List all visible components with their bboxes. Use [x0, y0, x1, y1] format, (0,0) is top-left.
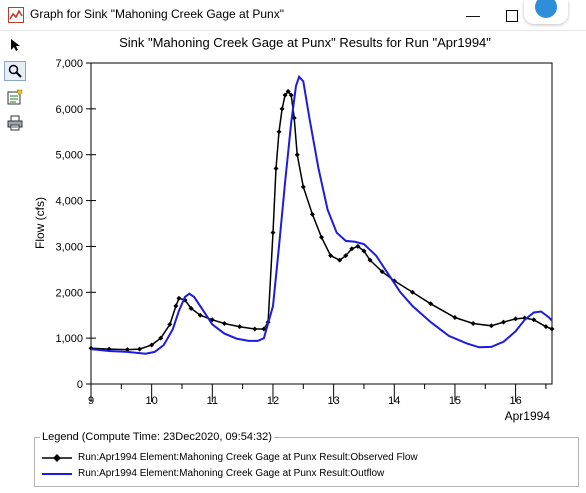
series-layer: [88, 74, 555, 355]
graph-window-icon: [8, 7, 24, 23]
assistant-badge[interactable]: [524, 0, 568, 24]
zoom-tool-button[interactable]: [4, 61, 26, 81]
y-tick-label: 7,000: [55, 58, 83, 70]
legend-item-outflow: Run:Apr1994 Element:Mahoning Creek Gage …: [40, 466, 570, 482]
series-point: [279, 106, 285, 112]
series-point: [276, 129, 282, 135]
series-point: [173, 303, 179, 309]
series-point: [300, 184, 306, 190]
y-tick-label: 0: [77, 379, 83, 391]
series-point: [428, 301, 434, 307]
y-axis-label: Flow (cfs): [33, 197, 47, 249]
series-point: [237, 324, 243, 330]
legend-label-observed: Run:Apr1994 Element:Mahoning Creek Gage …: [78, 452, 418, 463]
maximize-button[interactable]: [506, 10, 518, 22]
series-point: [137, 346, 143, 352]
window-titlebar: Graph for Sink "Mahoning Creek Gage at P…: [0, 0, 586, 31]
series-point: [355, 243, 361, 249]
series-point: [188, 305, 194, 311]
legend-box: [34, 437, 579, 487]
x-tick-label: 15: [449, 395, 461, 407]
assistant-bubble-icon: [535, 0, 557, 18]
plot-frame: [90, 62, 553, 385]
series-point: [379, 269, 385, 275]
pointer-icon: [11, 39, 20, 51]
series-point: [176, 295, 182, 301]
y-tick-label: 1,000: [55, 333, 83, 345]
chart-area: Sink "Mahoning Creek Gage at Punx" Resul…: [30, 30, 586, 426]
series-point: [167, 321, 173, 327]
series-point: [349, 246, 355, 252]
series-point: [522, 315, 528, 321]
series-point: [531, 317, 537, 323]
series-point: [367, 257, 373, 263]
series-point: [337, 257, 343, 263]
series-point: [409, 289, 415, 295]
series-point: [319, 234, 324, 240]
graph-toolbar: [0, 31, 30, 141]
x-tick-label: 14: [388, 395, 400, 407]
series-point: [543, 324, 549, 330]
series-point: [513, 316, 519, 322]
series-point: [149, 342, 155, 348]
series-point: [288, 92, 294, 98]
x-axis: 9 10 11 12 13 14 15 16: [88, 384, 547, 407]
series-point: [282, 92, 288, 98]
y-axis: 0 1,000 2,000 3,000 4,000 5,000 6,000 7,000: [55, 58, 96, 391]
flow-chart: Sink "Mahoning Creek Gage at Punx" Resul…: [33, 35, 555, 423]
x-tick-label: 11: [207, 395, 218, 407]
print-tool-button[interactable]: [4, 113, 26, 133]
series-point: [343, 253, 349, 259]
series-point: [221, 320, 227, 326]
y-tick-label: 5,000: [55, 150, 83, 162]
y-tick-label: 4,000: [55, 196, 83, 208]
series-point: [309, 211, 315, 217]
y-tick-label: 3,000: [55, 241, 83, 253]
series-point: [294, 152, 300, 158]
x-tick-label: 10: [146, 395, 158, 407]
legend-swatch-outflow: [42, 473, 72, 475]
zoom-icon: [8, 64, 22, 78]
series-point: [452, 315, 458, 321]
series-point: [273, 165, 279, 171]
series-point: [197, 312, 203, 318]
legend-item-observed: Run:Apr1994 Element:Mahoning Creek Gage …: [40, 450, 570, 466]
series-point: [158, 335, 164, 341]
series-point: [488, 323, 494, 329]
chart-title: Sink "Mahoning Creek Gage at Punx" Resul…: [119, 35, 491, 50]
series-point: [270, 230, 276, 236]
series-point: [252, 326, 258, 332]
minimize-button[interactable]: —: [466, 7, 480, 23]
properties-tool-button[interactable]: [4, 87, 26, 107]
window-title: Graph for Sink "Mahoning Creek Gage at P…: [30, 7, 284, 21]
x-tick-label: 16: [509, 395, 521, 407]
y-tick-label: 2,000: [55, 287, 83, 299]
legend-swatch-observed: [42, 454, 72, 462]
series-point: [470, 320, 476, 326]
series-point: [549, 326, 555, 332]
x-tick-label: 12: [267, 395, 279, 407]
print-icon: [7, 115, 23, 131]
x-axis-label: Apr1994: [505, 409, 551, 423]
series-point: [285, 88, 291, 94]
legend-label-outflow: Run:Apr1994 Element:Mahoning Creek Gage …: [78, 468, 385, 479]
x-tick-label: 9: [88, 395, 94, 407]
legend-title: Legend (Compute Time: 23Dec2020, 09:54:3…: [40, 431, 274, 443]
y-tick-label: 6,000: [55, 104, 83, 116]
x-tick-label: 13: [328, 395, 340, 407]
series-line-1: [90, 74, 553, 355]
pointer-tool-button[interactable]: [4, 35, 26, 55]
series-point: [361, 248, 367, 254]
series-point: [328, 253, 334, 259]
series-point: [500, 319, 506, 325]
properties-icon: [7, 89, 23, 105]
